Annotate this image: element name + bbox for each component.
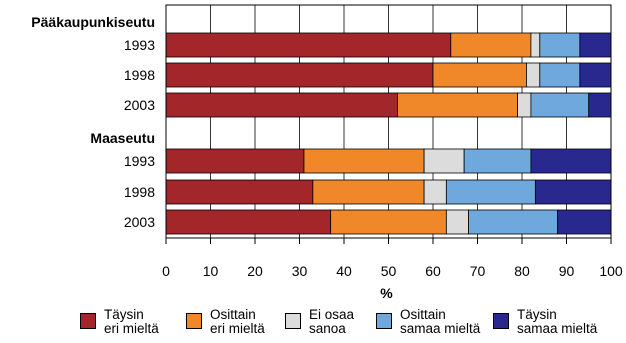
group-label: Maaseutu [90,130,155,146]
bar-segment [517,92,532,118]
bar-segment [588,92,612,118]
bar-segment [312,179,425,205]
bar-segment [432,62,527,88]
bar-segment [165,179,314,205]
bar-segment [165,209,332,235]
x-tick-label: 30 [292,263,308,279]
stacked-bar-chart: Pääkaupunkiseutu 1993 1998 2003 Maaseutu 1993… [31,4,623,301]
bar-segment [423,148,465,174]
x-tick-label: 0 [162,263,170,279]
legend-label: Ei osaa sanoa [309,307,355,336]
bar-segment [450,32,532,58]
x-tick-label: 50 [381,263,397,279]
bar-segment [330,209,447,235]
bar-segment [579,32,612,58]
category-label: 1993 [124,37,155,53]
bar-segment [303,148,425,174]
bar-segment [579,62,612,88]
legend-swatch [285,313,301,329]
legend-swatch [376,313,392,329]
x-tick-label: 70 [470,263,486,279]
legend-label: Osittain samaa mieltä [400,307,481,336]
group-label: Pääkaupunkiseutu [31,14,155,30]
bar-segment [526,62,541,88]
x-tick-label: 20 [247,263,263,279]
bar-segment [396,92,518,118]
bar-segment [463,148,532,174]
bar-segment [530,92,590,118]
bar-segment [539,32,581,58]
x-tick-label: 40 [336,263,352,279]
bar-segment [445,179,536,205]
bar-segment [423,179,447,205]
bar-segment [530,148,612,174]
legend-label: Osittain eri mieltä [210,307,265,336]
legend-label: Täysin eri mieltä [104,307,159,336]
x-tick-label: 60 [425,263,441,279]
legend: Täysin eri mieltä Osittain eri mieltä Ei o… [80,308,626,343]
bar-segment [539,62,581,88]
bar-segment [165,62,434,88]
bar-segment [165,92,398,118]
bar-segment [165,148,305,174]
x-axis-label: % [380,285,393,301]
bar-segment [165,32,452,58]
x-tick-label: 100 [599,263,623,279]
bar-segment [445,209,470,235]
legend-swatch [186,313,202,329]
bar-segment [557,209,612,235]
x-tick-label: 90 [559,263,575,279]
bar-segment [530,32,541,58]
category-label: 1998 [124,67,155,83]
x-tick-label: 10 [203,263,219,279]
x-tick-label: 80 [514,263,530,279]
bar-segment [468,209,559,235]
category-label: 2003 [124,97,155,113]
category-label: 1993 [124,153,155,169]
legend-swatch [80,313,96,329]
legend-swatch [493,313,509,329]
bar-segment [534,179,612,205]
category-label: 1998 [124,184,155,200]
legend-label: Täysin samaa mieltä [517,307,598,336]
category-label: 2003 [124,214,155,230]
